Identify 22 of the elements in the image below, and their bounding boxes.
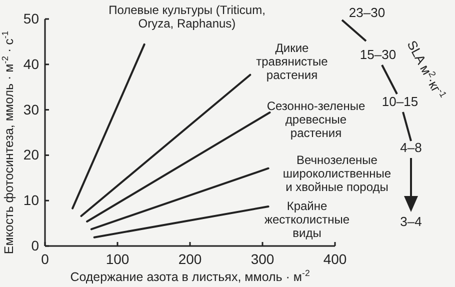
x-tick-label: 400 bbox=[323, 250, 347, 267]
text: 4–8 bbox=[400, 140, 422, 155]
text: 15–30 bbox=[360, 47, 396, 62]
text: 3–4 bbox=[400, 214, 422, 229]
y-tick-label: 20 bbox=[23, 146, 40, 163]
text: 10–15 bbox=[382, 94, 418, 109]
text: 23–30 bbox=[348, 5, 386, 20]
y-tick-label: 30 bbox=[23, 101, 40, 118]
y-tick-label: 40 bbox=[23, 56, 40, 72]
series-label: Вечнозеленые широколиственные и хвойные породы bbox=[282, 153, 392, 194]
x-tick-label: 100 bbox=[106, 250, 130, 267]
series-label: Крайне жестколистные виды bbox=[264, 199, 350, 240]
y-tick-label: 10 bbox=[23, 192, 40, 208]
y-tick-label: 0 bbox=[31, 237, 40, 254]
x-tick-label: 0 bbox=[41, 250, 50, 267]
x-tick-label: 300 bbox=[250, 250, 274, 267]
y-tick-label: 50 bbox=[23, 10, 40, 26]
series-label: Сезонно-зеленые древесные растения bbox=[266, 99, 366, 140]
x-tick-label: 200 bbox=[178, 250, 202, 267]
text: Полевые культуры (Triticum, Oryza, Raphanus) bbox=[108, 3, 266, 30]
x-axis-title: Содержание азота в листьях, ммоль · м$^{-2}$ bbox=[70, 268, 310, 284]
series-label: Дикие травянистые растения bbox=[256, 41, 328, 82]
